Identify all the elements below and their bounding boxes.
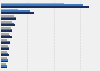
Bar (1, 9, 18, 10)
Bar (1, 35, 10, 36)
Bar (1, 51, 7, 53)
Bar (1, 18, 16, 20)
Bar (1, 21, 12, 23)
Bar (1, 33, 9, 35)
Bar (1, 30, 12, 32)
Bar (1, 59, 8, 61)
Bar (1, 16, 16, 18)
Bar (1, 12, 34, 14)
Bar (1, 45, 8, 47)
Bar (1, 67, 7, 68)
Bar (1, 39, 7, 41)
Bar (1, 23, 14, 24)
Bar (1, 55, 9, 56)
Bar (1, 29, 12, 30)
Bar (1, 42, 10, 44)
Bar (1, 10, 30, 12)
Bar (1, 63, 6, 65)
Bar (1, 48, 9, 50)
Bar (1, 24, 15, 26)
Bar (1, 36, 12, 38)
Bar (1, 57, 7, 59)
Bar (1, 3, 64, 4)
Bar (1, 6, 88, 8)
Bar (1, 41, 10, 42)
Bar (1, 47, 9, 48)
Bar (1, 27, 11, 29)
Bar (1, 53, 8, 55)
Bar (1, 65, 7, 67)
Bar (1, 61, 8, 62)
Bar (1, 15, 14, 16)
Bar (1, 4, 83, 6)
